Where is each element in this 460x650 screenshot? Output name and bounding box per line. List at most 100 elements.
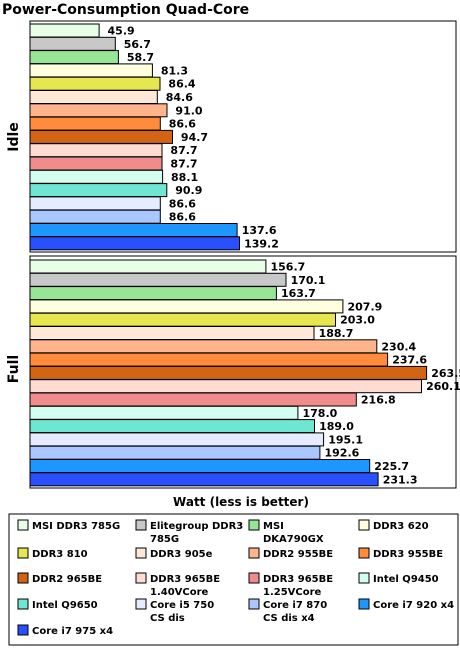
value-label-full-elitegroup-ddr3-785g: 170.1: [291, 274, 326, 287]
bar-idle-intel-q9650: [29, 183, 168, 198]
bar-idle-msi-dka790gx: [29, 50, 119, 65]
value-label-idle-ddr3-810: 86.4: [168, 78, 195, 91]
value-label-idle-ddr3-620: 81.3: [161, 64, 188, 77]
value-label-full-ddr3-965be-1-40vcore: 260.1: [426, 380, 460, 393]
value-label-idle-ddr3-955be: 86.6: [169, 118, 196, 131]
bar-idle-ddr3-810: [29, 76, 161, 91]
value-label-idle-core-i7-870-cs-dis-x4: 86.6: [169, 211, 196, 224]
bar-full-ddr2-965be: [29, 365, 428, 380]
legend-swatch-ddr3-965be-1-40vcore: [135, 572, 147, 584]
bar-full-core-i7-920-x4: [29, 459, 371, 473]
bar-full-core-i7-870-cs-dis-x4: [29, 445, 321, 460]
legend-label-intel-q9450: Intel Q9450: [373, 574, 439, 585]
legend-swatch-ddr2-965be: [17, 572, 29, 584]
legend-swatch-ddr3-965be-1-25vcore: [248, 572, 260, 584]
value-label-idle-core-i7-975-x4: 139.2: [244, 237, 279, 250]
bar-full-ddr3-620: [29, 299, 344, 314]
bar-full-elitegroup-ddr3-785g: [29, 272, 287, 287]
group-label-idle: Idle: [6, 122, 22, 152]
legend-swatch-core-i7-870-cs-dis-x4: [248, 598, 260, 610]
legend-swatch-msi-dka790gx: [248, 519, 260, 531]
value-label-full-intel-q9450: 178.0: [303, 407, 338, 420]
legend: MSI DDR3 785G Elitegroup DDR3 785G MSI DKA79…: [17, 519, 454, 637]
value-label-full-core-i5-750-cs-dis: 195.1: [328, 433, 363, 446]
bar-idle-core-i7-920-x4: [29, 223, 238, 237]
legend-label-core-i7-975-x4: Core i7 975 x4: [32, 626, 113, 637]
bar-full-intel-q9650: [29, 419, 315, 434]
value-label-full-ddr3-965be-1-25vcore: 216.8: [361, 394, 396, 407]
bar-full-msi-ddr3-785g: [29, 259, 267, 274]
value-label-full-ddr3-955be: 237.6: [392, 354, 427, 367]
legend-label-core-i7-870-cs-dis-x4: Core i7 870 CS dis x4: [263, 600, 327, 624]
value-label-full-ddr2-965be: 263.5: [431, 367, 460, 380]
value-label-idle-msi-dka790gx: 58.7: [127, 51, 154, 64]
value-label-idle-ddr3-965be-1-25vcore: 87.7: [170, 158, 197, 171]
legend-label-ddr3-965be-1-40vcore: DDR3 965BE 1.40VCore: [150, 574, 220, 598]
legend-swatch-core-i7-920-x4: [358, 598, 370, 610]
bar-idle-msi-ddr3-785g: [29, 23, 100, 38]
bar-idle-ddr2-955be: [29, 103, 168, 118]
legend-swatch-ddr3-620: [358, 519, 370, 531]
chart-title: Power-Consumption Quad-Core: [2, 2, 249, 18]
legend-label-ddr3-620: DDR3 620: [373, 521, 429, 532]
value-label-idle-intel-q9650: 90.9: [175, 184, 202, 197]
legend-label-core-i5-750-cs-dis: Core i5 750 CS dis: [150, 600, 214, 624]
bar-full-ddr3-965be-1-25vcore: [29, 392, 357, 407]
legend-label-ddr2-965be: DDR2 965BE: [32, 574, 102, 585]
legend-label-msi-ddr3-785g: MSI DDR3 785G: [32, 521, 120, 532]
value-label-idle-ddr3-905e: 84.6: [166, 91, 193, 104]
legend-label-ddr3-810: DDR3 810: [32, 549, 88, 560]
legend-label-ddr3-905e: DDR3 905e: [150, 549, 213, 560]
bar-full-ddr3-905e: [29, 326, 315, 340]
bar-full-core-i5-750-cs-dis: [29, 432, 325, 447]
value-label-full-msi-dka790gx: 163.7: [281, 287, 316, 300]
bar-layer: 45.956.758.781.386.484.691.086.694.787.7…: [29, 23, 460, 487]
bar-full-ddr3-955be: [29, 352, 389, 367]
legend-swatch-ddr2-955be: [248, 547, 260, 559]
legend-label-ddr2-955be: DDR2 955BE: [263, 549, 333, 560]
legend-swatch-core-i5-750-cs-dis: [135, 598, 147, 610]
legend-label-msi-dka790gx: MSI DKA790GX: [263, 521, 324, 545]
bar-full-ddr2-955be: [29, 339, 378, 354]
legend-swatch-intel-q9450: [358, 572, 370, 584]
legend-label-ddr3-965be-1-25vcore: DDR3 965BE 1.25VCore: [263, 574, 333, 598]
legend-swatch-intel-q9650: [17, 598, 29, 610]
legend-label-core-i7-920-x4: Core i7 920 x4: [373, 600, 454, 611]
value-label-idle-core-i7-920-x4: 137.6: [242, 224, 277, 237]
legend-box: [8, 513, 459, 646]
bar-idle-ddr2-965be: [29, 129, 173, 144]
bar-full-ddr3-965be-1-40vcore: [29, 379, 422, 394]
value-label-idle-ddr2-965be: 94.7: [181, 131, 208, 144]
legend-label-ddr3-955be: DDR3 955BE: [373, 549, 443, 560]
value-label-idle-ddr2-955be: 91.0: [175, 104, 202, 117]
legend-swatch-ddr3-955be: [358, 547, 370, 559]
value-label-full-msi-ddr3-785g: 156.7: [271, 261, 306, 274]
value-label-full-core-i7-975-x4: 231.3: [383, 473, 418, 486]
bar-full-msi-dka790gx: [29, 286, 277, 301]
legend-swatch-ddr3-905e: [135, 547, 147, 559]
value-label-full-ddr3-620: 207.9: [348, 300, 383, 313]
bar-idle-ddr3-965be-1-25vcore: [29, 156, 163, 171]
value-label-idle-msi-ddr3-785g: 45.9: [108, 25, 135, 38]
bar-idle-core-i5-750-cs-dis: [29, 196, 161, 211]
bar-idle-ddr3-905e: [29, 90, 158, 104]
value-label-full-core-i7-870-cs-dis-x4: 192.6: [325, 447, 360, 460]
value-label-full-intel-q9650: 189.0: [319, 420, 354, 433]
bar-idle-ddr3-955be: [29, 116, 161, 131]
legend-swatch-core-i7-975-x4: [17, 624, 29, 636]
bar-idle-ddr3-965be-1-40vcore: [29, 143, 163, 158]
value-label-idle-core-i5-750-cs-dis: 86.6: [169, 197, 196, 210]
bar-full-intel-q9450: [29, 405, 299, 420]
bar-idle-elitegroup-ddr3-785g: [29, 36, 116, 51]
legend-label-elitegroup-ddr3-785g: Elitegroup DDR3 785G: [150, 521, 243, 545]
bar-idle-core-i7-870-cs-dis-x4: [29, 209, 161, 224]
value-label-full-ddr2-955be: 230.4: [381, 340, 416, 353]
bar-full-core-i7-975-x4: [29, 472, 379, 487]
bar-idle-intel-q9450: [29, 169, 164, 184]
value-label-idle-ddr3-965be-1-40vcore: 87.7: [170, 144, 197, 157]
value-label-full-core-i7-920-x4: 225.7: [374, 460, 409, 473]
group-label-full: Full: [6, 355, 22, 383]
value-label-idle-elitegroup-ddr3-785g: 56.7: [124, 38, 151, 51]
bar-idle-core-i7-975-x4: [29, 236, 240, 251]
